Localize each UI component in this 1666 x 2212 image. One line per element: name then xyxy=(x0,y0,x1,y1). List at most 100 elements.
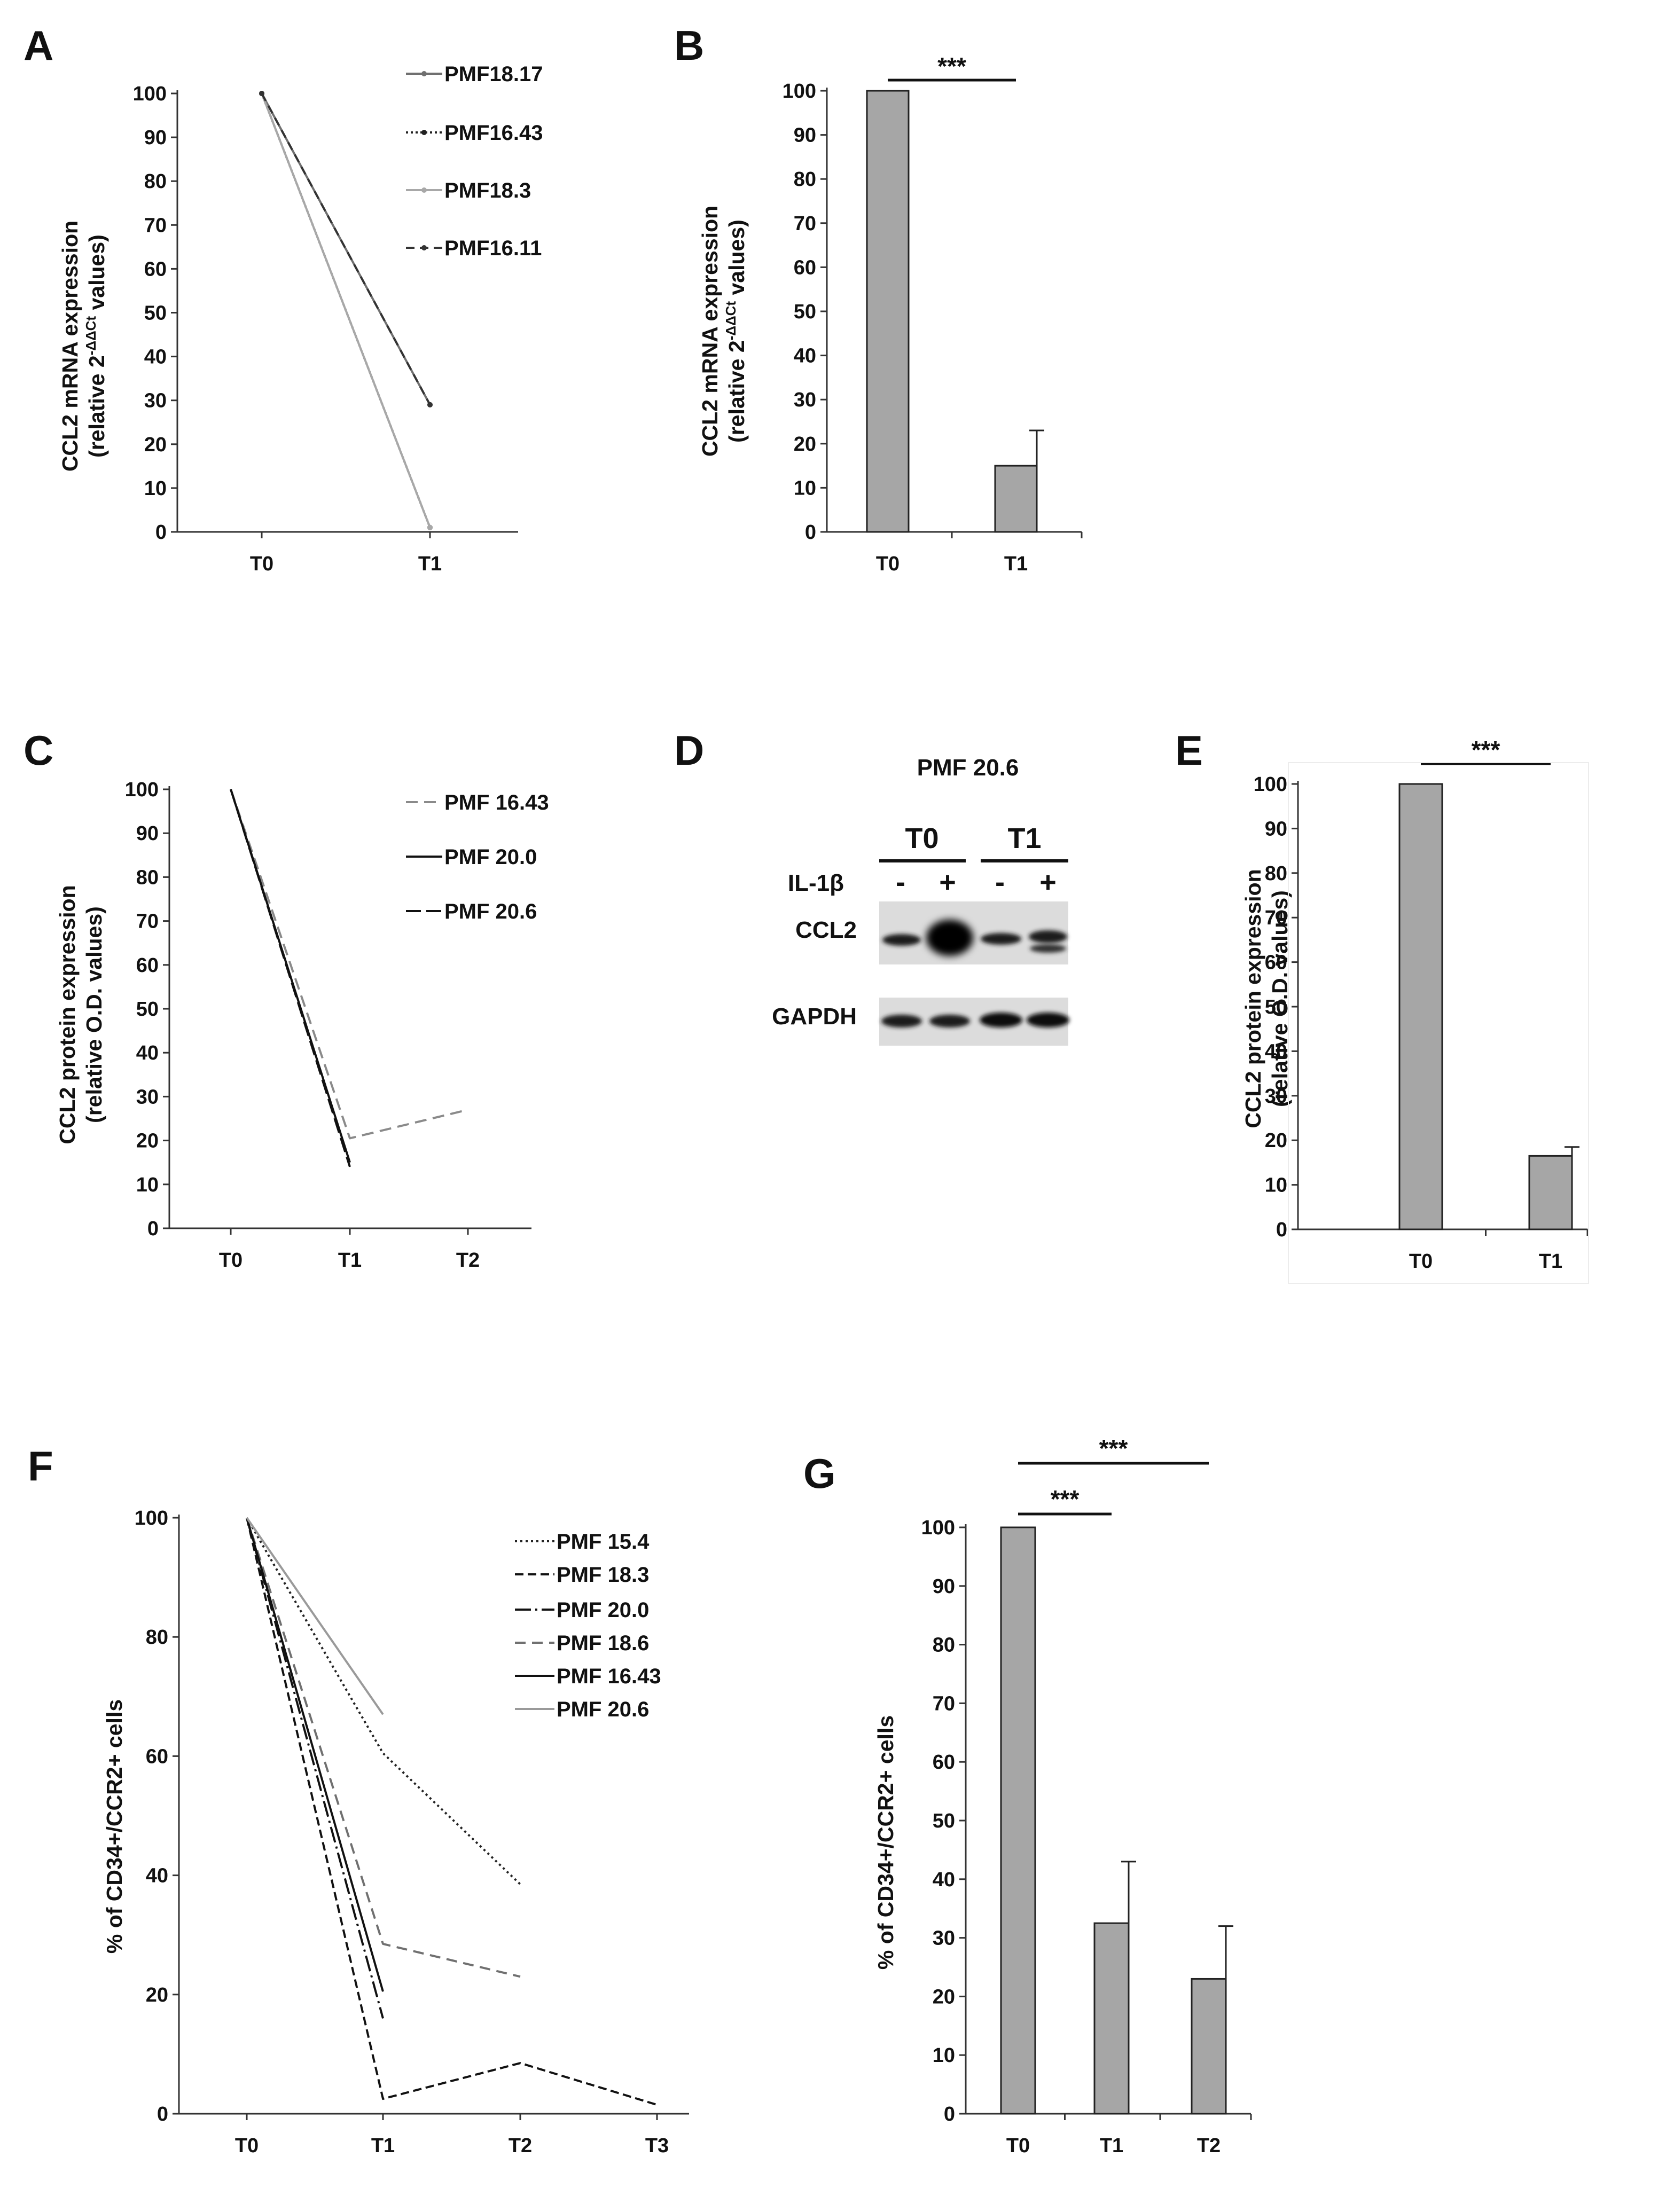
legend-marker-pmf16-43 xyxy=(421,130,427,135)
series-line-pmf18-3 xyxy=(261,93,431,528)
series-line-pmf-18-3 xyxy=(246,1517,658,2106)
blot-lane2-sign: + xyxy=(939,866,956,898)
blot-lane3-sign: - xyxy=(995,866,1005,898)
panel-a-ylabel-line2: (relative 2-ΔΔCt values) xyxy=(83,234,109,458)
bar-t1 xyxy=(1528,1155,1573,1230)
y-tick-label: 90 xyxy=(136,822,159,845)
y-tick-label: 100 xyxy=(133,83,167,105)
y-tick-label: 50 xyxy=(933,1810,955,1832)
y-tick-label: 80 xyxy=(933,1634,955,1657)
y-tick-label: 0 xyxy=(155,521,167,544)
x-tick-label: T2 xyxy=(1197,2135,1221,2157)
x-tick-label: T1 xyxy=(371,2135,395,2157)
blot-gapdh-band-lane1 xyxy=(881,1015,922,1027)
y-tick-label: 100 xyxy=(783,80,816,103)
y-tick-label: 70 xyxy=(794,213,816,235)
y-tick-label: 80 xyxy=(136,866,159,889)
panel-letter-c: C xyxy=(24,727,53,774)
x-tick-label: T0 xyxy=(876,553,900,575)
y-tick-label: 60 xyxy=(933,1751,955,1774)
y-tick-label: 60 xyxy=(1265,952,1287,974)
y-tick-label: 80 xyxy=(144,170,167,193)
blot-gapdh-band-lane2 xyxy=(929,1015,970,1027)
y-tick-label: 30 xyxy=(933,1927,955,1950)
legend-label-pmf16-43: PMF16.43 xyxy=(444,121,543,145)
bar-t1 xyxy=(994,465,1038,533)
panel-b-y-axis-title: CCL2 mRNA expression (relative 2-ΔΔCt va… xyxy=(698,206,749,457)
blot-group-t1: T1 xyxy=(1007,822,1041,854)
series-line-pmf-20-0 xyxy=(246,1517,384,2019)
y-tick-label: 70 xyxy=(136,911,159,933)
y-tick-label: 90 xyxy=(1265,818,1287,840)
panel-b-bar-chart: 0 10 20 30 40 50 60 70 80 90 100 T0 T1 *** xyxy=(783,52,1083,575)
panel-a-y-axis-title: CCL2 mRNA expression (relative 2-ΔΔCt va… xyxy=(58,221,109,472)
y-tick-label: 30 xyxy=(144,390,167,412)
bar-t1 xyxy=(1093,1922,1130,2115)
bar-t2 xyxy=(1191,1978,1227,2115)
panel-f-line-chart: 0 20 40 60 80 100 T0 T1 T2 T3 PMF 15.4 PMF 18.3 PMF … xyxy=(135,1507,689,2157)
y-tick-label: 40 xyxy=(794,345,816,367)
legend-label-pmf16-11: PMF16.11 xyxy=(444,237,542,260)
y-tick-label: 40 xyxy=(146,1865,168,1887)
blot-gapdh-band-lane3 xyxy=(980,1013,1022,1027)
y-tick-label: 60 xyxy=(136,954,159,977)
legend-label-pmf-15-4: PMF 15.4 xyxy=(557,1530,650,1554)
legend-label-pmf18-3: PMF18.3 xyxy=(444,179,531,202)
data-point-pmf16-11 xyxy=(259,91,264,96)
panel-c-line-chart: 0 10 20 30 40 50 60 70 80 90 100 T0 T1 T2 PMF 16.43 PMF… xyxy=(125,779,549,1272)
data-point-pmf18-3 xyxy=(427,524,433,530)
series-line-pmf-15-4 xyxy=(246,1517,521,1885)
blot-ccl2-band-lane3 xyxy=(981,933,1021,945)
y-tick-label: 100 xyxy=(125,779,159,801)
panel-g-bar-chart: 0 10 20 30 40 50 60 70 80 90 100 T0 T1 T2 *** *** xyxy=(921,1434,1252,2157)
panel-c-y-axis-title: CCL2 protein expression (relative O.D. v… xyxy=(55,885,106,1144)
y-tick-label: 10 xyxy=(794,477,816,499)
x-tick-label: T0 xyxy=(250,553,273,575)
panel-letter-a: A xyxy=(24,22,53,69)
x-tick-label: T2 xyxy=(456,1249,480,1272)
y-tick-label: 30 xyxy=(794,389,816,411)
x-tick-label: T2 xyxy=(509,2135,532,2157)
series-line-pmf-18-6 xyxy=(246,1517,521,1978)
blot-ccl2-band-lane1 xyxy=(882,934,921,946)
legend-label-pmf-16-43: PMF 16.43 xyxy=(444,791,549,814)
panel-b-ylabel-line1: CCL2 mRNA expression xyxy=(698,206,722,457)
legend-label-pmf-16-43: PMF 16.43 xyxy=(557,1665,661,1688)
y-tick-label: 20 xyxy=(136,1130,159,1152)
panel-letter-e: E xyxy=(1175,727,1203,774)
y-tick-label: 20 xyxy=(794,433,816,456)
y-tick-label: 70 xyxy=(1265,907,1287,929)
series-line-pmf-20-6 xyxy=(246,1517,384,1715)
panel-g-y-axis-title: % of CD34+/CCR2+ cells xyxy=(873,1715,898,1970)
x-tick-label: T1 xyxy=(1539,1250,1562,1273)
y-tick-label: 50 xyxy=(144,302,167,325)
x-tick-label: T0 xyxy=(1409,1250,1433,1273)
x-tick-label: T0 xyxy=(219,1249,243,1272)
legend-label-pmf-20-0: PMF 20.0 xyxy=(557,1598,649,1622)
y-tick-label: 100 xyxy=(921,1517,955,1539)
y-tick-label: 10 xyxy=(144,477,167,500)
x-tick-label: T1 xyxy=(338,1249,362,1272)
x-tick-label: T3 xyxy=(645,2135,669,2157)
bar-t0 xyxy=(866,90,910,533)
blot-ccl2-band-lane2 xyxy=(926,920,973,956)
panel-c-ylabel-line1: CCL2 protein expression xyxy=(55,885,80,1144)
y-tick-label: 30 xyxy=(1265,1085,1287,1108)
panel-e-ylabel-line1: CCL2 protein expression xyxy=(1241,869,1265,1128)
y-tick-label: 0 xyxy=(805,521,816,544)
blot-row-gapdh-label: GAPDH xyxy=(772,1003,857,1030)
y-tick-label: 0 xyxy=(147,1218,159,1240)
panel-a-ylabel-line1: CCL2 mRNA expression xyxy=(58,221,82,472)
y-tick-label: 60 xyxy=(794,256,816,279)
y-tick-label: 30 xyxy=(136,1086,159,1108)
series-line-pmf16-11 xyxy=(261,93,431,405)
y-tick-label: 40 xyxy=(144,346,167,368)
series-line-pmf18-17 xyxy=(261,93,431,405)
series-line-pmf-16-43 xyxy=(230,789,468,1140)
y-tick-label: 10 xyxy=(136,1174,159,1196)
panel-f-ylabel: % of CD34+/CCR2+ cells xyxy=(102,1699,127,1954)
significance-label: *** xyxy=(1472,736,1500,764)
y-tick-label: 20 xyxy=(933,1986,955,2008)
panel-f-y-axis-title: % of CD34+/CCR2+ cells xyxy=(102,1699,127,1954)
